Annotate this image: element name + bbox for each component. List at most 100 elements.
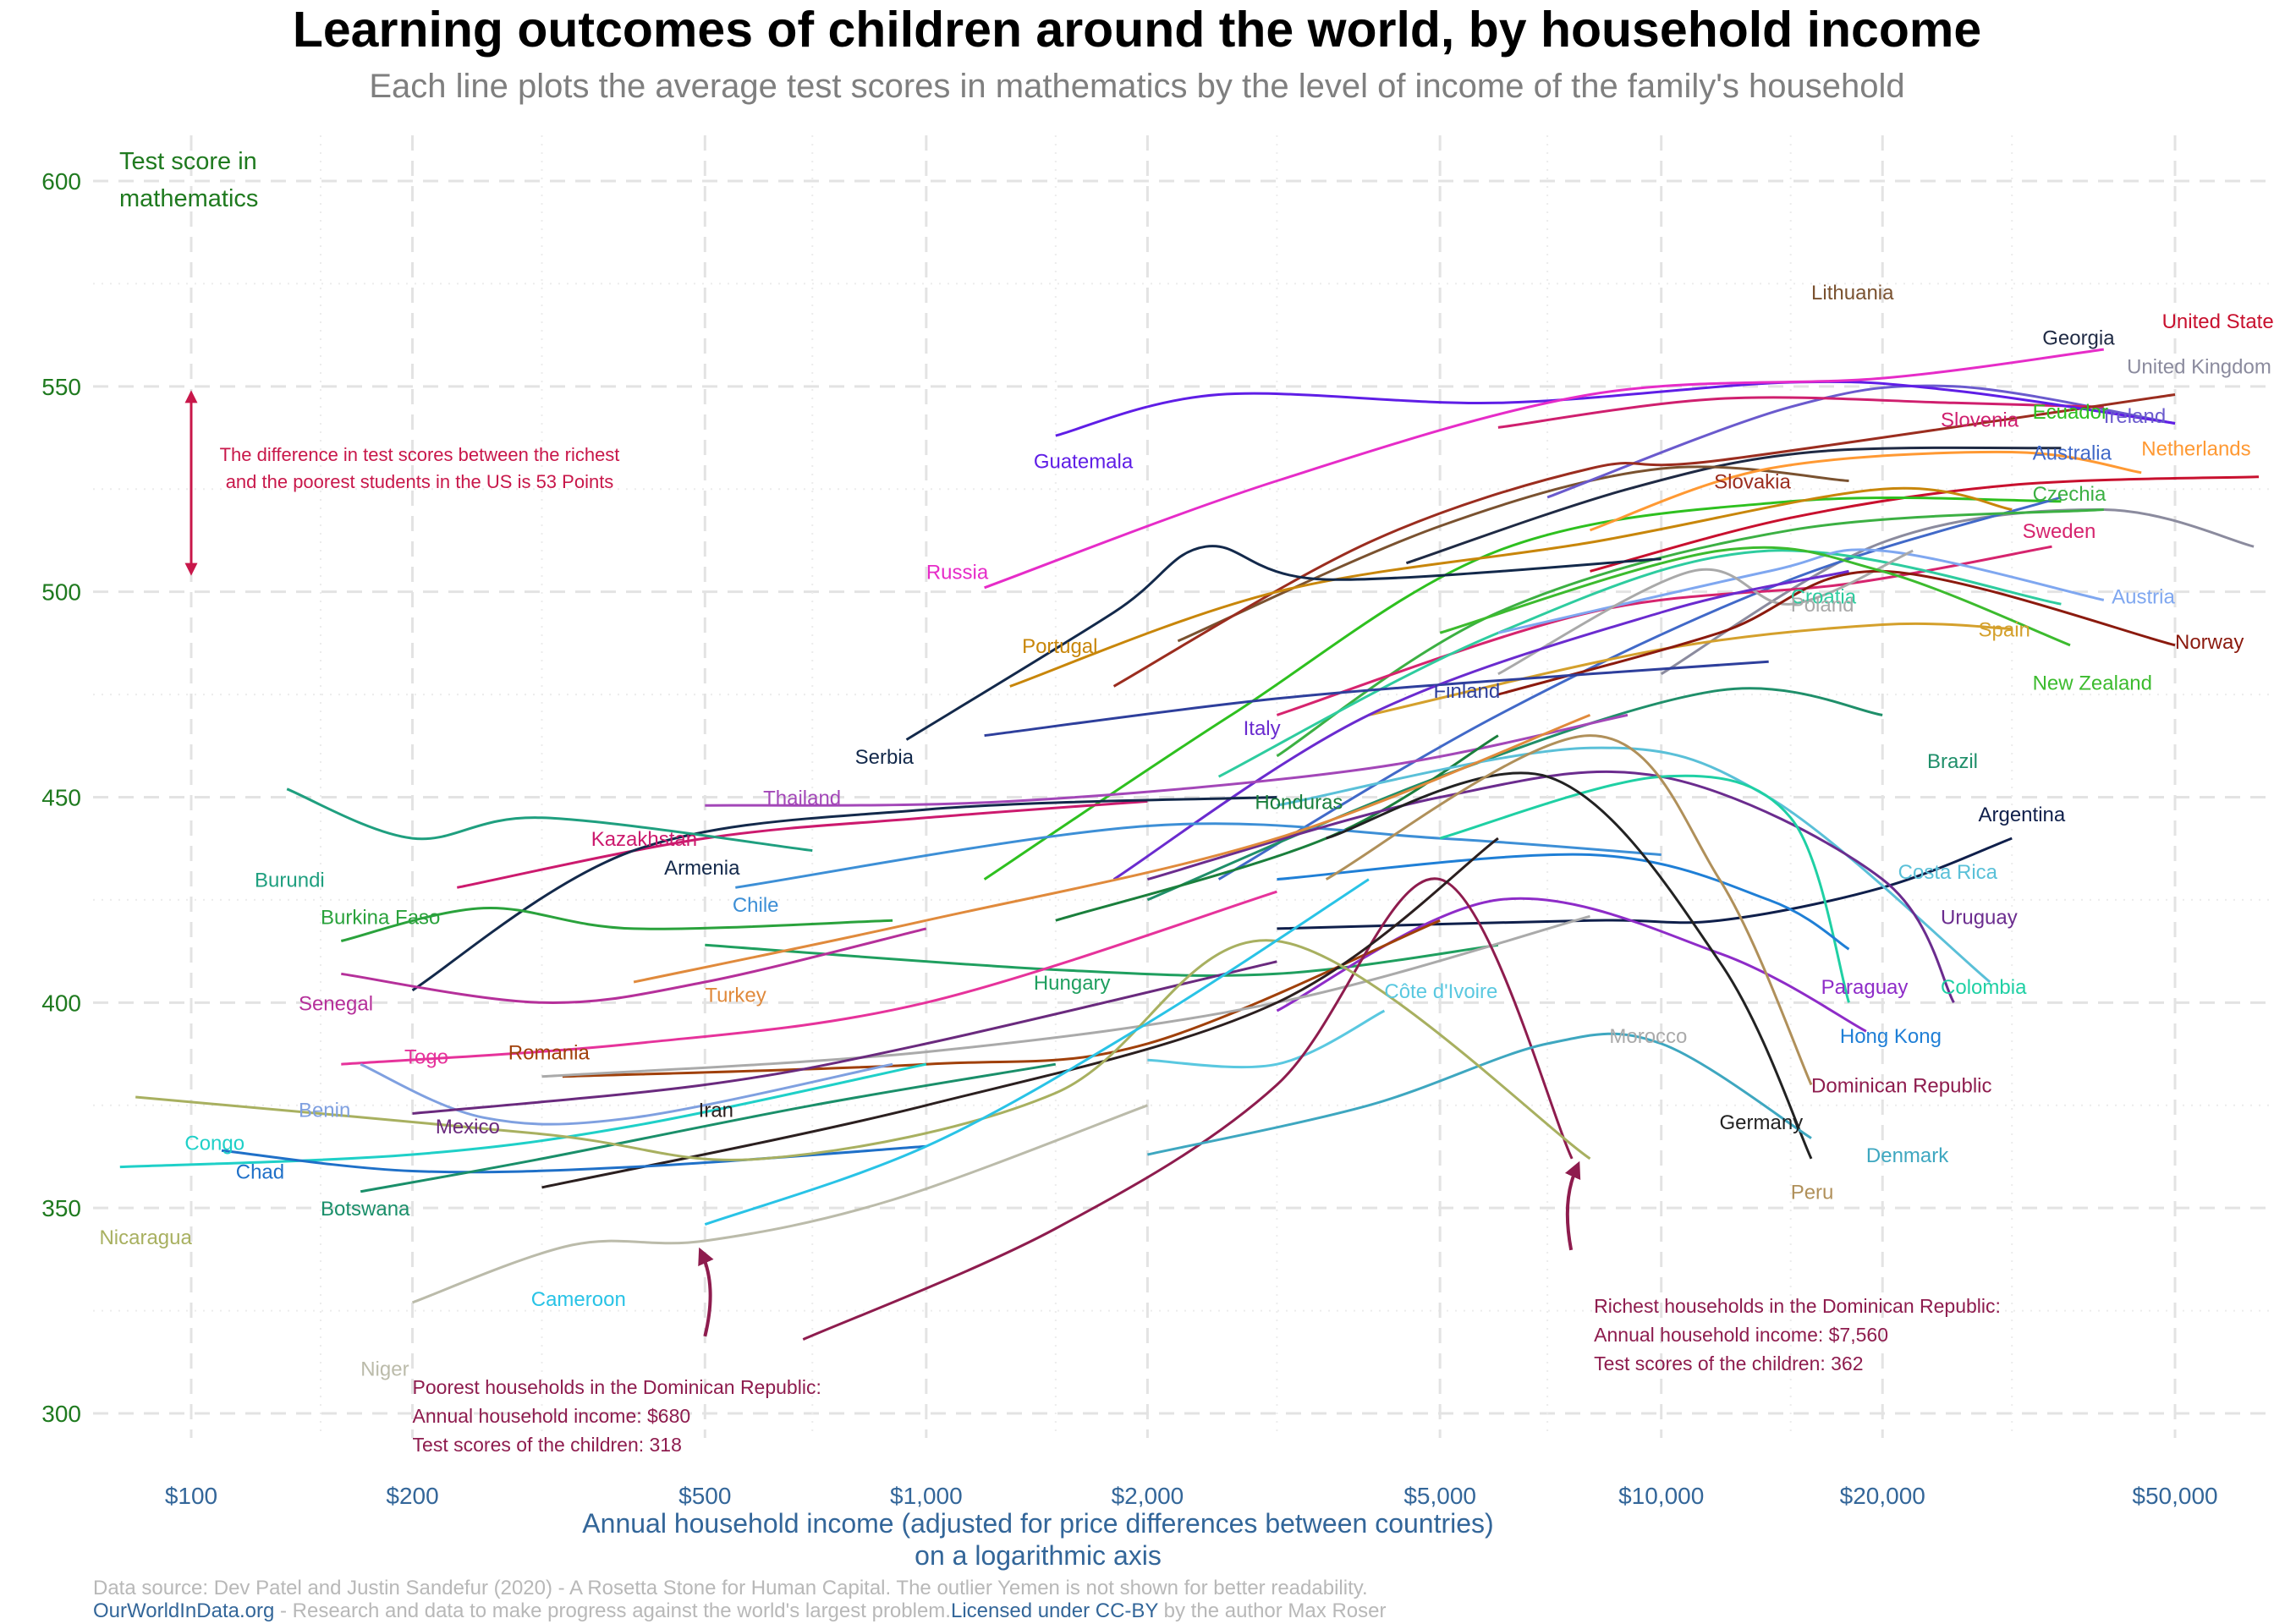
series-label-turkey: Turkey xyxy=(705,985,766,1007)
chart-title: Learning outcomes of children around the… xyxy=(293,2,1981,58)
x-tick-label: $2,000 xyxy=(1112,1483,1184,1509)
series-label-portugal: Portugal xyxy=(1022,635,1097,658)
series-line-iran[interactable] xyxy=(541,837,1499,1189)
y-axis: 300 350 400 450 500 550 600 xyxy=(41,168,81,1427)
grid xyxy=(93,135,2274,1438)
x-tick-label: $500 xyxy=(678,1483,731,1509)
series-line-brazil[interactable] xyxy=(1146,687,1883,902)
series-line-honduras[interactable] xyxy=(1055,734,1499,922)
series-label-senegal: Senegal xyxy=(299,992,373,1015)
series-line-norway[interactable] xyxy=(1497,569,2176,696)
series-line-congo[interactable] xyxy=(119,1062,927,1169)
dr-poorest-annotation-text: Test scores of the children: 318 xyxy=(413,1434,682,1456)
x-tick-label: $10,000 xyxy=(1618,1483,1704,1509)
y-tick-label: 350 xyxy=(41,1195,81,1221)
series-line-costa-rica[interactable] xyxy=(1277,746,1991,984)
series-line-italy[interactable] xyxy=(1112,569,1849,881)
series-line-burundi[interactable] xyxy=(286,787,813,853)
series-line-mexico[interactable] xyxy=(412,960,1277,1115)
series-label-ecuador: Ecuador xyxy=(2033,401,2108,424)
series-line-colombia[interactable] xyxy=(1439,774,1850,1003)
series-line-germany[interactable] xyxy=(1326,771,1813,1160)
series-line-sweden[interactable] xyxy=(1276,545,2052,716)
series-label-uruguay: Uruguay xyxy=(1941,906,2018,929)
series-line-dominican-republic[interactable] xyxy=(802,877,1574,1341)
owid-link[interactable]: OurWorldInData.org xyxy=(93,1599,274,1622)
series-line-russia[interactable] xyxy=(984,348,2104,590)
series-line-australia[interactable] xyxy=(1217,496,2062,881)
license-link[interactable]: Licensed under CC-BY xyxy=(951,1599,1158,1622)
x-tick-label: $200 xyxy=(386,1483,438,1509)
series-line-hong-kong[interactable] xyxy=(1277,853,1850,951)
y-tick-label: 500 xyxy=(41,579,81,606)
series-line-croatia[interactable] xyxy=(1217,549,2062,778)
series-line-ireland[interactable] xyxy=(1546,384,2176,499)
x-axis-title-line2: on a logarithmic axis xyxy=(915,1540,1162,1571)
dr-richest-annotation-text: Annual household income: $7,560 xyxy=(1594,1324,1888,1346)
series-label-chile: Chile xyxy=(733,894,779,917)
series-line-lithuania[interactable] xyxy=(1177,465,1849,643)
series-line-austria[interactable] xyxy=(1497,548,2105,634)
series-label-iran: Iran xyxy=(699,1100,733,1122)
series-label-poland: Poland xyxy=(1791,594,1854,617)
series-labels: United States Georgia Lithuania United King… xyxy=(99,282,2274,1380)
series-line-uruguay[interactable] xyxy=(1146,770,1955,1004)
series-label-romania: Romania xyxy=(508,1042,590,1065)
series-label-brazil: Brazil xyxy=(1927,750,1978,773)
series-line-united-kingdom[interactable] xyxy=(1660,508,2255,676)
series-line-poland[interactable] xyxy=(1497,549,1914,676)
footer-credits: OurWorldInData.org - Research and data t… xyxy=(93,1599,1386,1622)
series-label-benin: Benin xyxy=(299,1100,350,1122)
series-line-kazakhstan[interactable] xyxy=(457,799,1148,889)
series-line-new-zealand[interactable] xyxy=(1439,546,2071,647)
series-line-senegal[interactable] xyxy=(341,927,927,1004)
series-line-benin[interactable] xyxy=(360,1062,893,1126)
series-line-paraguay[interactable] xyxy=(1276,897,1867,1033)
footer-tagline: - Research and data to make progress aga… xyxy=(274,1599,951,1622)
series-line-ecuador[interactable] xyxy=(983,496,2062,881)
series-line-portugal[interactable] xyxy=(1009,486,2013,688)
series-label-croatia: Croatia xyxy=(1791,586,1857,609)
series-line-finland[interactable] xyxy=(984,660,1769,738)
series-label-chad: Chad xyxy=(236,1160,284,1183)
series-label-slovakia: Slovakia xyxy=(1714,471,1791,494)
series-line-cameroon[interactable] xyxy=(704,878,1370,1226)
series-line-spain[interactable] xyxy=(1368,622,2013,716)
series-line-denmark[interactable] xyxy=(1147,1032,1812,1156)
y-tick-label: 300 xyxy=(41,1401,81,1427)
series-line-hungary[interactable] xyxy=(705,943,1499,977)
series-label-nicaragua: Nicaragua xyxy=(99,1226,192,1249)
x-tick-label: $50,000 xyxy=(2132,1483,2217,1509)
series-line-nicaragua[interactable] xyxy=(135,939,1591,1161)
series-label-costa-rica: Costa Rica xyxy=(1898,861,1998,884)
series-line-togo[interactable] xyxy=(341,890,1277,1066)
series-line-turkey[interactable] xyxy=(633,714,1591,984)
series-line-slovenia[interactable] xyxy=(1497,396,2104,429)
series-label-slovenia: Slovenia xyxy=(1941,409,2019,432)
series-line-netherlands[interactable] xyxy=(1590,450,2142,532)
series-line-georgia[interactable] xyxy=(1405,446,2062,565)
series-line-serbia[interactable] xyxy=(905,545,1662,741)
series-line-c-te-d-ivoire[interactable] xyxy=(1147,1009,1386,1069)
series-line-slovakia[interactable] xyxy=(1112,393,2176,688)
series-label-togo: Togo xyxy=(404,1045,448,1068)
series-line-botswana[interactable] xyxy=(360,1062,1057,1193)
series-line-peru[interactable] xyxy=(1325,734,1813,1086)
series-line-guatemala[interactable] xyxy=(1055,380,2176,437)
series-line-romania[interactable] xyxy=(562,919,1441,1078)
series-line-argentina[interactable] xyxy=(1277,837,2013,930)
series-line-morocco[interactable] xyxy=(541,914,1590,1078)
footer-source: Data source: Dev Patel and Justin Sandef… xyxy=(93,1577,1368,1599)
series-label-kazakhstan: Kazakhstan xyxy=(591,828,697,851)
series-line-armenia[interactable] xyxy=(411,796,1277,992)
series-line-thailand[interactable] xyxy=(705,713,1629,807)
series-line-chile[interactable] xyxy=(735,822,1662,889)
series-line-burkina-faso[interactable] xyxy=(340,906,893,942)
series-line-niger[interactable] xyxy=(411,1104,1148,1304)
series-label-congo: Congo xyxy=(184,1132,244,1155)
series-label-germany: Germany xyxy=(1719,1111,1803,1134)
x-tick-label: $100 xyxy=(165,1483,217,1509)
series-label-denmark: Denmark xyxy=(1866,1144,1949,1167)
series-label-russia: Russia xyxy=(926,561,989,584)
